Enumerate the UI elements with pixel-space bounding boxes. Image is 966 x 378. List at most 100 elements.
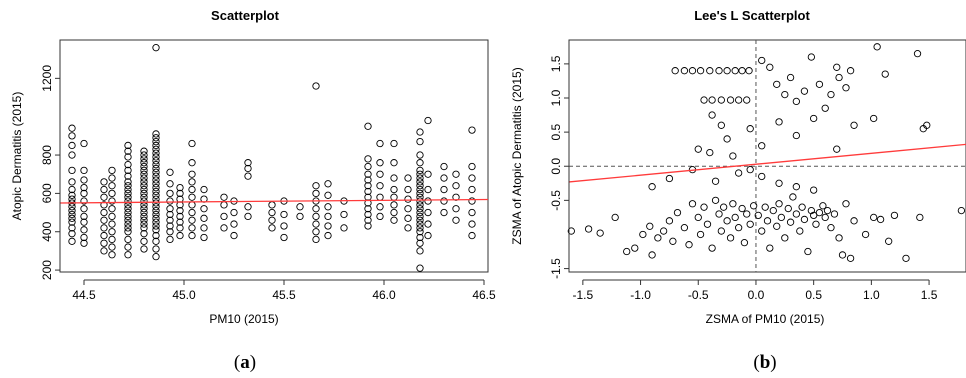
- scatter-point: [717, 121, 725, 129]
- scatter-point: [758, 227, 766, 235]
- scatter-point: [376, 203, 384, 211]
- scatter-point: [140, 220, 148, 228]
- scatter-point: [452, 205, 460, 213]
- scatter-point: [108, 212, 116, 221]
- scatter-point: [312, 189, 320, 198]
- scatter-point: [166, 205, 174, 213]
- scatter-point: [416, 216, 424, 224]
- scatter-point: [773, 222, 781, 230]
- scatter-point: [176, 231, 184, 240]
- scatter-point: [140, 224, 148, 232]
- scatter-point: [244, 159, 252, 167]
- scatter-point: [468, 185, 476, 194]
- scatter-point: [364, 222, 372, 230]
- scatter-point: [706, 148, 714, 157]
- x-tick-label: 0.5: [805, 288, 822, 302]
- scatter-point: [685, 241, 693, 249]
- scatter-point: [786, 73, 795, 82]
- y-tick-label: 800: [40, 145, 54, 165]
- x-tick-label: 46.5: [472, 288, 496, 302]
- scatter-point: [140, 185, 148, 194]
- scatter-point: [416, 166, 424, 175]
- scatter-point: [773, 80, 781, 89]
- scatterplot-panel-a: Scatterplot 44.5 45.0 45.5 46.0 46.5 200 400 60…: [10, 8, 496, 373]
- scatter-point: [738, 204, 746, 213]
- x-tick-label: 1.0: [863, 288, 880, 302]
- scatter-point: [873, 43, 881, 51]
- scatter-point: [268, 224, 276, 232]
- scatter-point: [416, 178, 424, 186]
- scatter-point: [280, 222, 288, 230]
- scatter-point: [696, 67, 705, 75]
- regression-line: [568, 143, 966, 183]
- scatter-point: [80, 189, 88, 198]
- scatter-point: [700, 96, 708, 104]
- scatter-point: [324, 222, 332, 230]
- scatter-point: [68, 224, 76, 232]
- scatter-point: [669, 237, 677, 245]
- scatter-point: [188, 185, 196, 194]
- scatter-point: [440, 162, 448, 171]
- scatter-point: [719, 203, 728, 211]
- scatter-point: [312, 182, 320, 190]
- scatter-point: [680, 223, 689, 232]
- scatter-point: [244, 172, 252, 180]
- scatter-point: [100, 185, 108, 194]
- scatter-point: [706, 67, 714, 75]
- scatter-point: [364, 176, 372, 184]
- scatter-point: [100, 178, 108, 186]
- scatter-point: [416, 205, 424, 213]
- scatter-point: [80, 233, 88, 242]
- scatter-point: [416, 174, 424, 182]
- scatter-point: [850, 217, 858, 225]
- scatter-point: [424, 208, 432, 217]
- scatter-point: [416, 170, 424, 178]
- scatter-point: [416, 159, 424, 167]
- scatter-point: [152, 199, 160, 207]
- x-tick-label: 45.0: [172, 288, 196, 302]
- scatter-points: [567, 43, 966, 263]
- scatter-point: [717, 96, 725, 104]
- scatter-point: [188, 178, 196, 186]
- scatter-point: [176, 224, 184, 232]
- scatter-point: [890, 211, 899, 220]
- scatter-point: [68, 206, 76, 215]
- scatter-point: [68, 178, 76, 186]
- scatter-point: [390, 185, 398, 194]
- scatter-point: [152, 206, 160, 215]
- scatter-point: [152, 218, 160, 226]
- scatter-point: [140, 147, 148, 155]
- scatter-point: [711, 177, 720, 185]
- scatter-point: [68, 218, 76, 226]
- scatter-point: [846, 254, 855, 263]
- y-tick-label: 400: [40, 221, 54, 241]
- scatter-point: [623, 247, 631, 256]
- scatter-point: [108, 166, 116, 175]
- scatter-point: [440, 197, 448, 205]
- x-tick-label: -0.5: [688, 288, 709, 302]
- scatter-point: [775, 118, 783, 126]
- scatter-point: [468, 126, 476, 134]
- scatter-point: [108, 220, 116, 228]
- scatter-point: [452, 216, 460, 224]
- scatter-point: [861, 230, 870, 239]
- scatter-point: [758, 142, 766, 150]
- scatter-point: [80, 205, 88, 213]
- scatter-point: [166, 222, 174, 230]
- scatter-point: [166, 210, 174, 219]
- scatter-point: [188, 216, 196, 224]
- scatter-point: [108, 243, 116, 251]
- scatter-point: [830, 210, 839, 218]
- scatter-point: [639, 230, 647, 239]
- scatter-point: [711, 196, 720, 205]
- scatter-point: [708, 111, 716, 119]
- scatter-point: [390, 174, 398, 182]
- scatter-point: [758, 172, 766, 181]
- scatter-point: [176, 218, 184, 226]
- scatter-point: [80, 226, 88, 234]
- scatter-point: [124, 153, 132, 161]
- scatter-point: [152, 168, 160, 176]
- scatter-point: [268, 208, 276, 217]
- y-axis-title: ZSMA of Atopic Dermatitis (2015): [510, 67, 524, 244]
